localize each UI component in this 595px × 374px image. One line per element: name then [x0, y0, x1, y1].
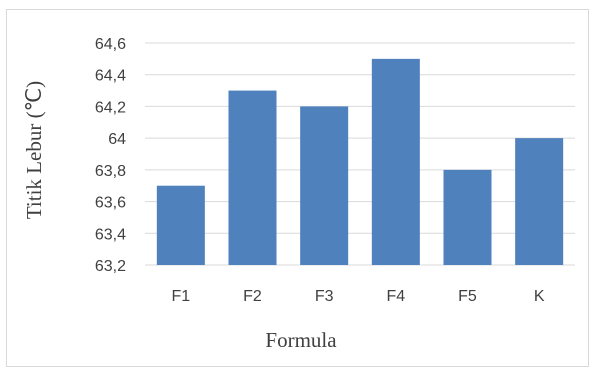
bar-f2	[228, 90, 277, 265]
bar-f5	[443, 169, 492, 265]
y-axis-title: Titik Lebur (℃)	[22, 81, 46, 219]
x-axis-title: Formula	[265, 328, 337, 352]
y-tick-label: 64	[108, 131, 126, 148]
x-tick-label: F3	[315, 288, 334, 305]
x-tick-label: F2	[243, 288, 262, 305]
y-tick-label: 64,2	[95, 99, 126, 116]
bar-f1	[156, 185, 205, 265]
y-tick-label: 63,6	[95, 195, 126, 212]
chart-frame	[6, 9, 589, 367]
y-tick-label: 64,4	[95, 68, 126, 85]
bars	[156, 58, 564, 265]
x-tick-label: F4	[386, 288, 405, 305]
y-tick-label: 63,8	[95, 163, 126, 180]
x-tick-labels: F1 F2 F3 F4 F5 K	[171, 288, 544, 305]
bar-f3	[300, 106, 349, 265]
bar-k	[515, 138, 564, 265]
x-tick-label: F5	[458, 288, 477, 305]
y-tick-labels: 63,2 63,4 63,6 63,8 64 64,2 64,4 64,6	[95, 36, 126, 275]
gridlines	[145, 42, 575, 266]
y-tick-label: 64,6	[95, 36, 126, 53]
x-tick-label: K	[534, 288, 545, 305]
x-tick-label: F1	[171, 288, 190, 305]
y-tick-label: 63,4	[95, 226, 126, 243]
y-tick-label: 63,2	[95, 258, 126, 275]
bar-f4	[371, 58, 420, 265]
